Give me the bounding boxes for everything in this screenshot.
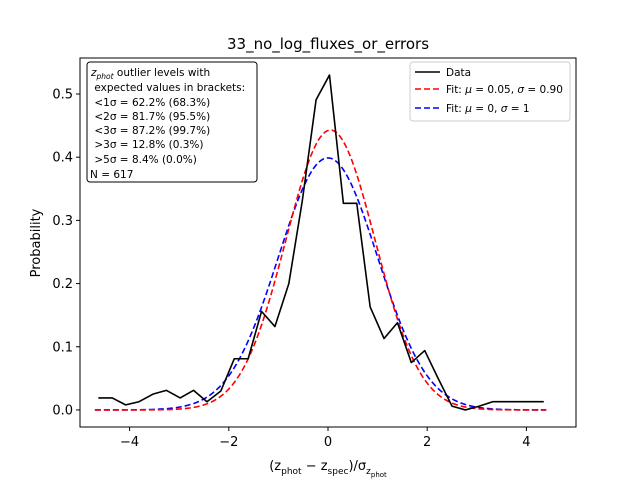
legend-fit-red-p2: = 0.05, <box>472 84 518 96</box>
info-line-1: zphot outlier levels with <box>90 67 210 81</box>
info-line-6: >3σ = 12.8% (0.3%) <box>91 139 204 151</box>
info-line-1-sub: phot <box>96 72 115 81</box>
legend-fit-red-sigma: σ <box>517 84 524 96</box>
x-axis-label: (zphot − zspec)/σzphot <box>269 459 387 479</box>
info-line-5: <3σ = 87.2% (99.7%) <box>91 125 210 137</box>
x-tick-label: 2 <box>423 435 431 450</box>
legend-fit-red-p4: = 0.90 <box>524 84 563 96</box>
x-axis-label-sub-1: phot <box>281 467 302 477</box>
info-line-2: expected values in brackets: <box>91 82 245 94</box>
y-tick-label: 0.5 <box>52 88 73 103</box>
info-line-4: <2σ = 81.7% (95.5%) <box>91 111 210 123</box>
legend-label-fit-blue: Fit: μ = 0, σ = 1 <box>446 103 530 115</box>
y-tick-label: 0.2 <box>52 277 73 292</box>
y-tick-label: 0.0 <box>52 403 73 418</box>
x-axis-label-sub-2: spec <box>328 467 349 477</box>
legend-fit-blue-p4: = 1 <box>507 103 529 115</box>
x-tick-label: −2 <box>219 435 238 450</box>
info-line-7: >5σ = 8.4% (0.0%) <box>91 154 197 166</box>
x-axis-label-part-1: (z <box>269 459 281 474</box>
info-line-1-rest: outlier levels with <box>114 67 211 79</box>
y-tick-label: 0.1 <box>52 340 73 355</box>
legend-item-data: Data <box>415 67 471 79</box>
legend: Data Fit: μ = 0.05, σ = 0.90 Fit: μ = 0,… <box>409 61 571 122</box>
y-axis-label: Probability <box>29 208 44 277</box>
legend-item-fit-blue: Fit: μ = 0, σ = 1 <box>415 103 530 115</box>
y-tick-label: 0.4 <box>52 151 73 166</box>
plot-area <box>79 57 577 428</box>
x-tick-label: −4 <box>120 435 139 450</box>
x-axis-ticks: −4 −2 0 2 4 <box>120 427 531 450</box>
legend-fit-blue-sigma: σ <box>501 103 508 115</box>
legend-fit-blue-p2: = 0, <box>472 103 501 115</box>
series-layer <box>94 74 547 411</box>
y-axis-ticks: 0.0 0.1 0.2 0.3 0.4 0.5 <box>52 88 80 418</box>
x-tick-label: 0 <box>324 435 332 450</box>
legend-fit-red-mu: μ <box>464 84 472 96</box>
legend-label-data: Data <box>446 67 471 79</box>
legend-fit-blue-mu: μ <box>464 103 472 115</box>
legend-item-fit-red: Fit: μ = 0.05, σ = 0.90 <box>415 84 563 96</box>
info-line-1-z: z <box>90 67 97 79</box>
x-axis-label-sub-3: z <box>366 467 371 477</box>
x-axis-label-part-2: − z <box>302 459 328 474</box>
chart-title: 33_no_log_fluxes_or_errors <box>227 35 429 54</box>
legend-fit-red-p0: Fit: <box>446 84 465 96</box>
legend-label-fit-red: Fit: μ = 0.05, σ = 0.90 <box>446 84 563 96</box>
series-data-line <box>98 74 544 411</box>
x-axis-label-part-3: )/σ <box>348 459 366 474</box>
info-box-frame <box>86 61 258 183</box>
x-axis-label-subsub: phot <box>371 471 387 479</box>
info-line-3: <1σ = 62.2% (68.3%) <box>91 97 210 109</box>
info-box: zphot outlier levels with expected value… <box>86 61 258 183</box>
y-tick-label: 0.3 <box>52 214 73 229</box>
info-line-8: N = 617 <box>90 169 133 181</box>
series-fit-blue-line <box>94 157 547 411</box>
legend-fit-blue-p0: Fit: <box>446 103 465 115</box>
legend-frame <box>409 61 571 122</box>
x-tick-label: 4 <box>522 435 530 450</box>
